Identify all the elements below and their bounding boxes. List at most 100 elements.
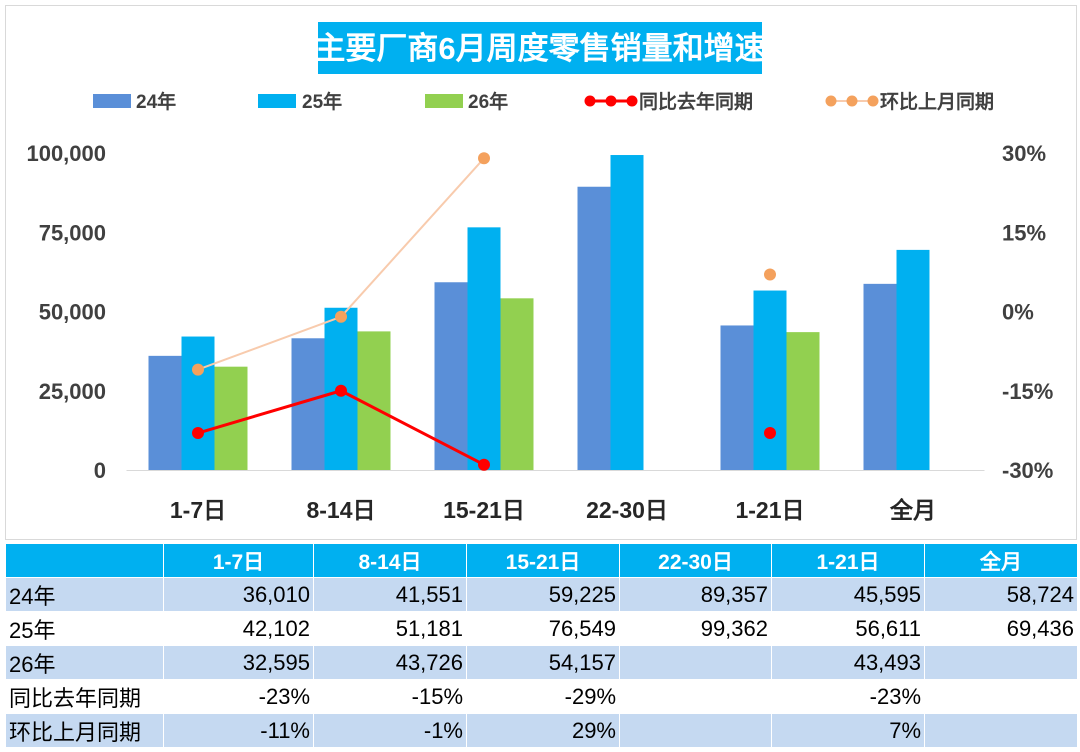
legend-item-series-2: 26年 xyxy=(425,90,508,113)
bar-series-2-category-2 xyxy=(500,298,534,470)
table-column-header: 22-30日 xyxy=(619,543,772,578)
point-series-4-category-2 xyxy=(478,152,490,165)
table-row: 环比上月同期 -11% -1% 29% 7% xyxy=(5,713,1078,748)
table-cell: 76,549 xyxy=(466,611,620,646)
bar-series-1-category-5 xyxy=(896,249,930,470)
table-column-header: 8-14日 xyxy=(313,543,467,578)
chart-title-box xyxy=(318,22,762,74)
bar-series-0-category-5 xyxy=(863,283,897,470)
point-series-3-category-1 xyxy=(335,384,347,397)
legend-marker-series-4 xyxy=(846,95,858,107)
table-row: 25年 42,102 51,181 76,549 99,362 56,611 6… xyxy=(5,611,1078,646)
table-column-header: 15-21日 xyxy=(466,543,620,578)
table-cell: -11% xyxy=(163,713,314,748)
table-cell: -1% xyxy=(313,713,467,748)
table-cell: 29% xyxy=(466,713,620,748)
bar-series-1-category-2 xyxy=(467,227,501,470)
x-tick-label-4: 1-21日 xyxy=(735,497,804,523)
y-right-tick-label-4: 30% xyxy=(1002,141,1046,166)
table-cell: 56,611 xyxy=(771,611,925,646)
line-series-3-segment-0 xyxy=(196,389,343,435)
legend-item-series-3: 同比去年同期 xyxy=(584,90,753,113)
bar-series-1-category-0 xyxy=(181,336,215,470)
table-header-row: 1-7日 8-14日 15-21日 22-30日 1-21日 全月 xyxy=(5,543,1078,578)
table-row-label: 25年 xyxy=(5,611,164,646)
y-right-tick-label-1: -15% xyxy=(1002,379,1053,404)
legend-swatch-series-2 xyxy=(425,94,463,108)
legend-label-series-0: 24年 xyxy=(136,90,176,113)
y-left-tick-label-4: 100,000 xyxy=(26,141,106,166)
y-left-tick-label-1: 25,000 xyxy=(39,379,106,404)
table-cell: 45,595 xyxy=(771,577,925,612)
legend-marker-series-3 xyxy=(605,95,617,107)
line-marks xyxy=(196,157,486,467)
legend-marker-series-3 xyxy=(626,95,638,107)
table-row-label: 24年 xyxy=(5,577,164,612)
table-cell: 42,102 xyxy=(163,611,314,646)
bar-series-2-category-4 xyxy=(786,332,820,470)
legend: 24年 25年 26年 同比去年同期 环比上月同期 xyxy=(93,90,994,113)
table-column-header: 1-7日 xyxy=(163,543,314,578)
table-cell: -23% xyxy=(771,679,925,714)
table-row-label: 26年 xyxy=(5,645,164,680)
table-cell: 7% xyxy=(771,713,925,748)
bar-series-0-category-3 xyxy=(577,186,611,470)
point-series-4-category-1 xyxy=(335,310,347,323)
table-cell: -23% xyxy=(163,679,314,714)
table-cell: -15% xyxy=(313,679,467,714)
legend-swatch-series-0 xyxy=(93,94,131,108)
line-series-4-segment-0 xyxy=(197,315,342,371)
bar-series-0-category-0 xyxy=(148,355,182,470)
point-series-3-category-4 xyxy=(764,427,776,440)
legend-item-series-4: 环比上月同期 xyxy=(825,91,994,113)
table-cell: 51,181 xyxy=(313,611,467,646)
legend-label-series-2: 26年 xyxy=(468,90,508,113)
table-cell: 54,157 xyxy=(466,645,620,680)
data-table: 1-7日 8-14日 15-21日 22-30日 1-21日 全月 24年 36… xyxy=(5,543,1078,748)
legend-marker-series-4 xyxy=(825,95,837,107)
table-cell: 89,357 xyxy=(619,577,772,612)
x-tick-label-2: 15-21日 xyxy=(443,497,525,523)
legend-swatch-series-1 xyxy=(258,94,296,108)
point-series-4-category-0 xyxy=(192,363,204,376)
point-series-4-category-4 xyxy=(764,268,776,281)
table-column-header: 全月 xyxy=(924,543,1078,578)
y-left-tick-label-3: 75,000 xyxy=(39,220,106,245)
x-tick-label-1: 8-14日 xyxy=(306,497,375,523)
table-cell xyxy=(619,645,772,680)
chart: 主要厂商6月周度零售销量和增速 24年 25年 26年 同比去年同期 环比上月同… xyxy=(5,5,1077,540)
table-row: 24年 36,010 41,551 59,225 89,357 45,595 5… xyxy=(5,577,1078,612)
table-cell: 69,436 xyxy=(924,611,1078,646)
table-cell xyxy=(924,713,1078,748)
table-cell: 59,225 xyxy=(466,577,620,612)
legend-label-series-4: 环比上月同期 xyxy=(880,91,994,113)
bar-series-0-category-4 xyxy=(720,325,754,470)
table-cell: -29% xyxy=(466,679,620,714)
table-row: 同比去年同期 -23% -15% -29% -23% xyxy=(5,679,1078,714)
table-corner-cell xyxy=(5,543,164,578)
table-cell: 43,726 xyxy=(313,645,467,680)
legend-marker-series-3 xyxy=(584,95,596,107)
x-tick-label-5: 全月 xyxy=(889,497,936,523)
table-cell: 32,595 xyxy=(163,645,314,680)
legend-item-series-1: 25年 xyxy=(258,90,342,113)
table-cell: 41,551 xyxy=(313,577,467,612)
chart-title-text: 主要厂商6月周度零售销量和增速 xyxy=(314,31,765,66)
y-right-tick-label-3: 15% xyxy=(1002,220,1046,245)
table-cell: 43,493 xyxy=(771,645,925,680)
table-column-header: 1-21日 xyxy=(771,543,925,578)
line-series-3-segment-1 xyxy=(339,389,486,467)
table-cell xyxy=(619,679,772,714)
y-left-tick-label-2: 50,000 xyxy=(39,300,106,325)
table-cell: 99,362 xyxy=(619,611,772,646)
table-row: 26年 32,595 43,726 54,157 43,493 xyxy=(5,645,1078,680)
y-right-tick-label-0: -30% xyxy=(1002,458,1053,483)
bar-series-0-category-2 xyxy=(434,282,468,470)
point-series-3-category-2 xyxy=(478,458,490,471)
legend-label-series-3: 同比去年同期 xyxy=(639,90,753,113)
line-series-4-segment-1 xyxy=(340,157,485,318)
table-row-label: 环比上月同期 xyxy=(5,713,164,748)
bar-series-1-category-3 xyxy=(610,155,644,470)
y-left-tick-label-0: 0 xyxy=(94,458,106,483)
bar-series-2-category-0 xyxy=(214,366,248,470)
